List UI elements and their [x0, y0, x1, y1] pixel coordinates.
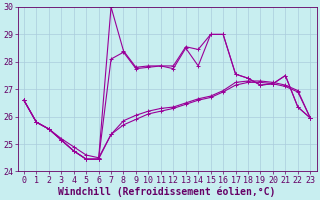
X-axis label: Windchill (Refroidissement éolien,°C): Windchill (Refroidissement éolien,°C) [58, 186, 276, 197]
